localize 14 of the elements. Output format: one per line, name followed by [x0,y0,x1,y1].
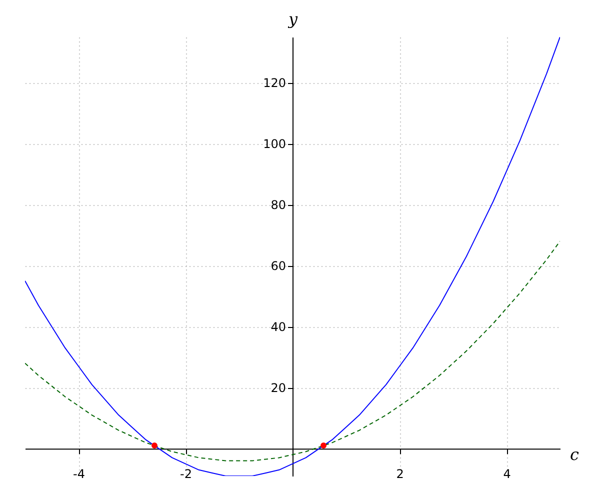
y-axis-title: y [287,10,298,28]
line-series [25,240,560,462]
x-tick-label: -2 [180,467,192,482]
line-series [25,37,560,476]
x-tick-label: -4 [73,467,85,482]
x-axis-title: c [570,445,580,464]
y-tick-label: 40 [270,320,286,334]
y-tick-label: 60 [270,259,286,274]
y-tick-label: 80 [270,198,286,212]
x-tick-label: 4 [503,467,511,482]
y-tick-label: 20 [270,381,286,396]
y-tick-label: 100 [263,137,286,152]
y-tick-label: 120 [263,76,286,90]
x-tick-label: 2 [396,467,404,482]
